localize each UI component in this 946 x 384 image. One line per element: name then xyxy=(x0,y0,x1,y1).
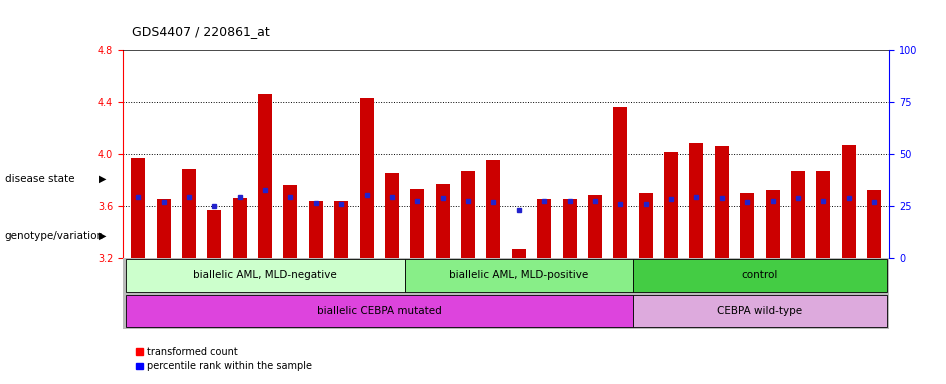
Bar xyxy=(131,158,145,258)
Bar xyxy=(207,210,221,258)
Bar xyxy=(563,199,576,258)
Bar xyxy=(126,259,405,292)
Bar xyxy=(842,145,855,258)
Bar xyxy=(613,107,627,258)
Bar xyxy=(359,98,374,258)
Legend: transformed count, percentile rank within the sample: transformed count, percentile rank withi… xyxy=(132,343,316,375)
Bar xyxy=(411,189,425,258)
Bar xyxy=(867,190,881,258)
Text: biallelic CEBPA mutated: biallelic CEBPA mutated xyxy=(317,306,442,316)
Bar xyxy=(405,259,633,292)
Bar xyxy=(284,185,297,258)
Bar xyxy=(461,170,475,258)
Text: ▶: ▶ xyxy=(99,174,107,184)
Bar xyxy=(816,170,831,258)
Bar xyxy=(664,152,678,258)
Bar xyxy=(436,184,449,258)
Bar xyxy=(690,143,704,258)
Bar xyxy=(537,199,552,258)
Bar xyxy=(308,200,323,258)
Bar xyxy=(182,169,196,258)
Bar xyxy=(258,94,272,258)
Bar xyxy=(512,248,526,258)
Text: disease state: disease state xyxy=(5,174,74,184)
Bar xyxy=(385,173,399,258)
Bar xyxy=(486,160,500,258)
Text: biallelic AML, MLD-negative: biallelic AML, MLD-negative xyxy=(193,270,337,280)
Text: biallelic AML, MLD-positive: biallelic AML, MLD-positive xyxy=(449,270,588,280)
Text: genotype/variation: genotype/variation xyxy=(5,231,104,241)
Text: CEBPA wild-type: CEBPA wild-type xyxy=(717,306,802,316)
Bar xyxy=(157,199,170,258)
Bar xyxy=(715,146,728,258)
Bar xyxy=(633,295,886,328)
Bar xyxy=(126,295,633,328)
Text: GDS4407 / 220861_at: GDS4407 / 220861_at xyxy=(132,25,271,38)
Bar xyxy=(791,170,805,258)
Bar xyxy=(740,193,754,258)
Bar xyxy=(587,195,602,258)
Bar xyxy=(334,200,348,258)
Text: control: control xyxy=(742,270,778,280)
Bar xyxy=(633,259,886,292)
Text: ▶: ▶ xyxy=(99,231,107,241)
Bar xyxy=(233,198,247,258)
Bar xyxy=(765,190,780,258)
Bar xyxy=(639,193,653,258)
